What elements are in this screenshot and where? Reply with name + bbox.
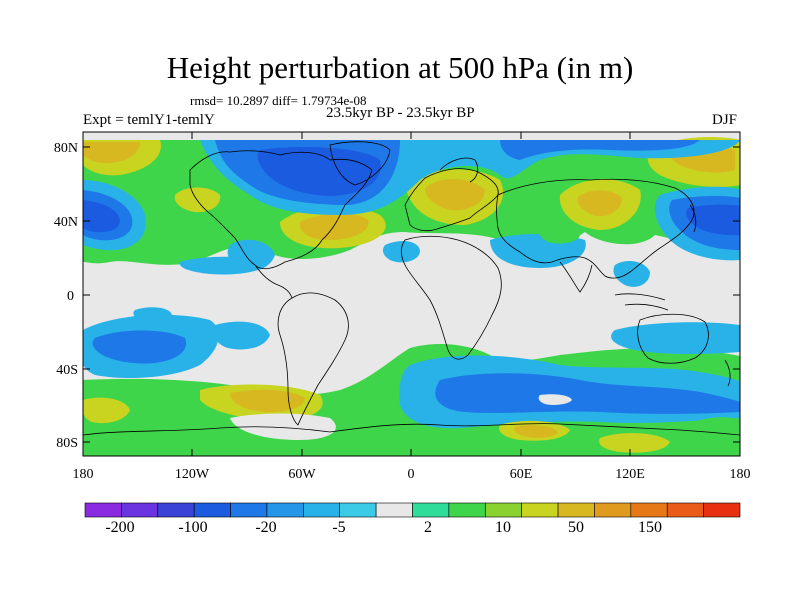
period-label: 23.5kyr BP - 23.5kyr BP (326, 105, 475, 121)
coast-south-america (277, 292, 349, 426)
contour-darkblue-east (686, 204, 740, 236)
colorbar-box-14 (594, 502, 632, 518)
lat-label-40n: 40N (54, 215, 78, 230)
coast-japan (689, 204, 697, 233)
contour-yellow-south-far-w (83, 397, 130, 424)
colorbar-box-7 (339, 502, 377, 518)
stats-label: rmsd= 10.2897 diff= 1.79734e-08 (190, 93, 367, 108)
chart-title: Height perturbation at 500 hPa (in m) (166, 50, 634, 85)
colorbar (84, 502, 741, 518)
colorbar-label-50: 50 (568, 519, 584, 536)
lon-label-120e: 120E (615, 467, 645, 482)
colorbar-label-m100: -100 (178, 519, 207, 536)
coast-india (559, 261, 593, 293)
lon-label-180w: 180 (73, 467, 94, 482)
lat-label-40s: 40S (56, 363, 78, 378)
colorbar-box-16 (666, 502, 704, 518)
lat-label-80n: 80N (54, 141, 78, 156)
contour-yellow-south-ee (599, 433, 670, 453)
contour-yellow-alaska (174, 187, 221, 213)
contour-orange-europe (425, 178, 485, 211)
colorbar-box-17 (703, 502, 741, 518)
colorbar-box-9 (412, 502, 450, 518)
colorbar-box-3 (193, 502, 231, 518)
lon-label-60w: 60W (288, 467, 316, 482)
lon-label-180e: 180 (730, 467, 751, 482)
coast-new-zealand (724, 359, 731, 387)
colorbar-label-m200: -200 (105, 519, 134, 536)
season-label: DJF (712, 112, 738, 128)
coast-central-america (254, 264, 293, 299)
coastlines (83, 141, 740, 436)
colorbar-box-6 (303, 502, 341, 518)
colorbar-label-m5: -5 (332, 519, 345, 536)
lat-label-80s: 80S (56, 436, 78, 451)
colorbar-box-0 (84, 502, 122, 518)
contour-darkblue-west (83, 200, 120, 233)
contour-neutral-south-gap2 (538, 394, 572, 405)
lon-label-120w: 120W (175, 467, 210, 482)
contour-lightblue-south-small (133, 307, 172, 322)
colorbar-label-2: 2 (424, 519, 432, 536)
coast-australia (637, 313, 709, 364)
contour-darkblue-canada (257, 147, 381, 196)
colorbar-box-4 (230, 502, 268, 518)
colorbar-box-2 (157, 502, 195, 518)
contour-orange-nw (83, 142, 140, 163)
contour-neutral-south-gap (230, 413, 336, 440)
colorbar-label-10: 10 (495, 519, 511, 536)
contour-orange-south-sw (230, 389, 305, 413)
contour-blue-arctic-east (500, 140, 700, 160)
contour-blue-south-belt (435, 373, 740, 414)
colorbar-label-150: 150 (638, 519, 662, 536)
lon-label-0: 0 (408, 467, 415, 482)
contour-orange-atlantic (299, 213, 369, 240)
colorbar-labels: -200 -100 -20 -5 2 10 50 150 (105, 519, 662, 536)
tick-marks (82, 132, 741, 456)
lon-label-60e: 60E (510, 467, 533, 482)
colorbar-box-15 (630, 502, 668, 518)
colorbar-box-5 (266, 502, 304, 518)
coast-asia (496, 178, 695, 279)
contour-orange-south-e (514, 424, 558, 438)
coast-scandinavia (439, 157, 479, 183)
coast-antarctica (83, 423, 740, 436)
lat-label-0: 0 (67, 289, 74, 304)
coast-indonesia (614, 293, 669, 311)
contour-blue-south-w (92, 330, 187, 364)
contour-green-asia-small (538, 226, 580, 244)
contour-lightblue-south-mid (213, 321, 270, 350)
coast-africa (400, 235, 502, 360)
coast-north-america (189, 150, 373, 270)
experiment-label: Expt = temlY1-temlY (83, 112, 215, 128)
contour-green-south-far-e (697, 417, 740, 447)
colorbar-label-m20: -20 (255, 519, 276, 536)
colorbar-box-1 (121, 502, 159, 518)
colorbar-box-10 (448, 502, 486, 518)
colorbar-box-13 (557, 502, 595, 518)
coast-greenland (329, 141, 391, 186)
colorbar-box-8 (375, 502, 413, 518)
colorbar-box-11 (484, 502, 522, 518)
contour-lightblue-india (613, 260, 650, 287)
lat-labels: 80N 40N 0 40S 80S (54, 141, 78, 451)
contour-lightblue-pacific (179, 256, 270, 275)
contour-field (83, 132, 740, 456)
contour-orange-asia (577, 190, 622, 217)
colorbar-box-12 (521, 502, 559, 518)
lon-labels: 180 120W 60W 0 60E 120E 180 (73, 467, 751, 482)
